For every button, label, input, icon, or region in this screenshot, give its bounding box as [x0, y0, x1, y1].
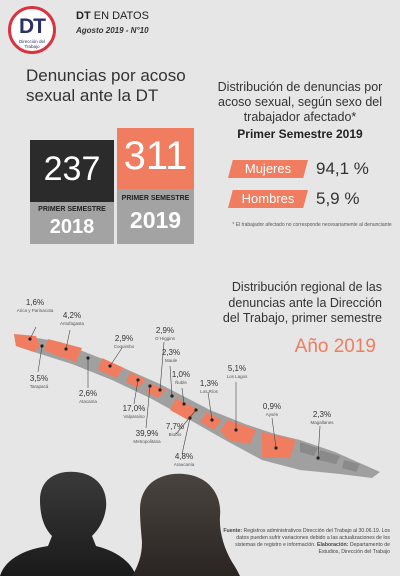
- women-value: 94,1 %: [316, 159, 369, 178]
- map-dots: [28, 337, 320, 460]
- region-label: 2,9% Coquimbo: [113, 334, 135, 349]
- map-region-biobio: [170, 398, 198, 420]
- dt-logo: DT Dirección del Trabajo: [8, 6, 56, 54]
- region-label: 2,9% O´Higgins: [154, 326, 175, 341]
- region-label: 2,6% Atacama: [78, 389, 98, 404]
- footnote: * El trabajador afectado no corresponde …: [232, 222, 392, 228]
- map-region-loslagos: [220, 420, 256, 444]
- map-region-north: [14, 334, 40, 352]
- map-region-coquimbo: [98, 358, 124, 378]
- region-label: 17,0% Valparaíso: [122, 404, 146, 419]
- card-2018-year: 2018: [49, 216, 95, 238]
- card-2018-value: 237: [43, 150, 101, 188]
- region-label: 1,0% Ñuble: [171, 370, 191, 385]
- regional-distribution-year: Año 2019: [294, 336, 376, 357]
- header-title: DT EN DATOS: [76, 10, 149, 22]
- logo-text: DT: [19, 15, 46, 38]
- card-2019: 311 PRIMER SEMESTRE 2019: [117, 128, 194, 244]
- gender-distribution-period: Primer Semestre 2019: [237, 127, 363, 141]
- region-label: 1,3% Los Ríos: [199, 379, 219, 394]
- region-label: 1,6% Arica y Parinacota: [16, 298, 54, 313]
- region-label: 5,1% Los Lagos: [226, 364, 248, 379]
- region-label: 4,8% Araucanía: [173, 452, 195, 467]
- map-region-valparaiso: [126, 372, 146, 388]
- region-label: 4,2% Antofagasta: [59, 311, 85, 326]
- elaboration-text: Departamento de Estudios, Dirección del …: [318, 542, 390, 555]
- women-label: Mujeres: [244, 161, 292, 176]
- map-pointers: [29, 326, 321, 459]
- gender-distribution-title: Distribución de denuncias por acoso sexu…: [217, 80, 383, 124]
- card-2019-year: 2019: [129, 207, 182, 233]
- header-title-rest: EN DATOS: [93, 10, 149, 22]
- regional-distribution-title: Distribución regional de las denuncias a…: [222, 280, 382, 325]
- region-label: 2,3% Magallanes: [310, 410, 334, 425]
- map-islands: [300, 442, 360, 472]
- people-silhouettes: [0, 471, 240, 576]
- complaints-title: Denuncias por acoso sexual ante la DT: [26, 66, 186, 105]
- region-label: 0,9% Aysén: [262, 402, 282, 417]
- chile-map: [14, 326, 380, 478]
- elaboration-label: Elaboración:: [317, 542, 349, 548]
- card-2019-label: PRIMER SEMESTRE: [121, 195, 190, 202]
- men-value: 5,9 %: [316, 189, 360, 208]
- region-label: 3,5% Tarapacá: [29, 374, 49, 389]
- women-pill: Mujeres: [228, 160, 308, 178]
- logo-subtext: Dirección del Trabajo: [18, 39, 45, 49]
- map-region-ohiggins: [146, 384, 166, 398]
- men-label: Hombres: [241, 191, 295, 206]
- card-2018-label: PRIMER SEMESTRE: [38, 206, 106, 213]
- header-title-bold: DT: [76, 10, 91, 22]
- map-region-antofagasta: [44, 339, 82, 362]
- header-subtitle: Agosto 2019 - N°10: [76, 26, 149, 35]
- map-region-aysen: [262, 432, 296, 458]
- man-silhouette: [0, 471, 136, 576]
- region-label: 2,3% Maule: [161, 348, 181, 363]
- card-2019-value: 311: [123, 134, 188, 178]
- woman-silhouette: [132, 473, 240, 576]
- men-pill: Hombres: [228, 190, 308, 208]
- source-label: Fuente:: [223, 528, 243, 534]
- region-label: 7,7% Biobío: [165, 422, 185, 437]
- source-note: Fuente: Registros administrativos Direcc…: [222, 528, 390, 556]
- source-text: Registros administrativos Dirección del …: [235, 528, 390, 548]
- region-label: 39,9% Metropolitana: [133, 429, 161, 444]
- card-2018: 237 PRIMER SEMESTRE 2018: [30, 140, 114, 244]
